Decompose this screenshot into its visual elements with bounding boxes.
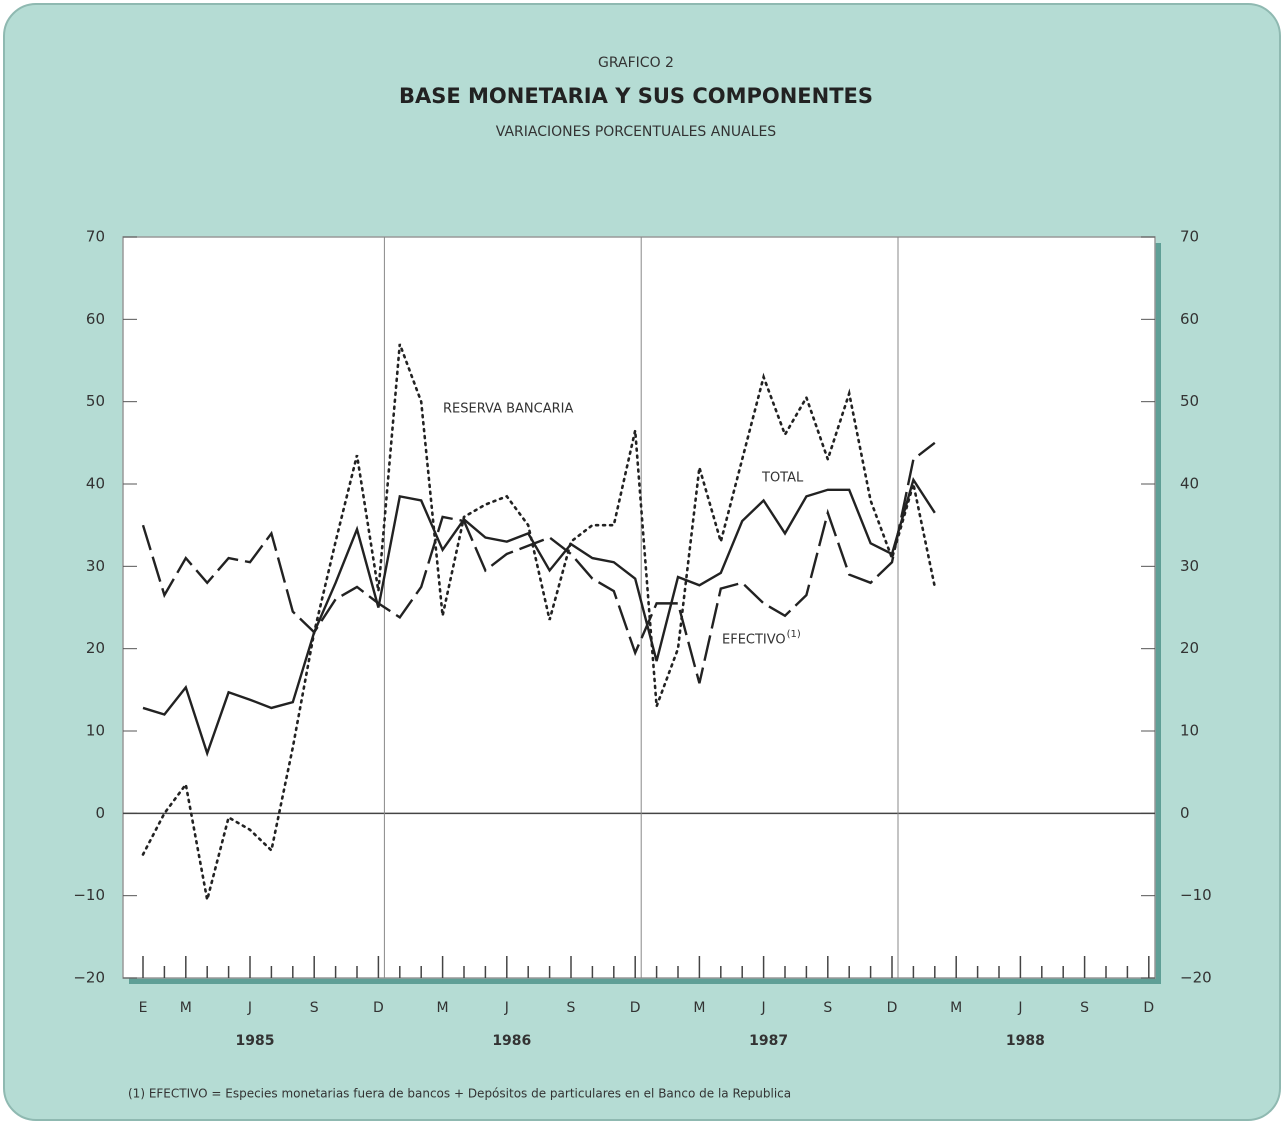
chart-title: BASE MONETARIA Y SUS COMPONENTES xyxy=(399,84,873,108)
x-tick-label: E xyxy=(139,1000,148,1016)
y2-tick-label: 0 xyxy=(1180,804,1190,822)
footnote: (1) EFECTIVO = Especies monetarias fuera… xyxy=(128,1087,791,1101)
series-label: EFECTIVO xyxy=(722,633,786,648)
y-tick-label: 40 xyxy=(86,475,105,493)
x-tick-label: M xyxy=(693,1000,705,1016)
x-tick-label: S xyxy=(823,1000,832,1016)
x-tick-label: J xyxy=(761,1000,766,1016)
x-tick-label: D xyxy=(373,1000,384,1016)
y-tick-label: 30 xyxy=(86,557,105,575)
y2-tick-label: 40 xyxy=(1180,475,1199,493)
year-label: 1987 xyxy=(749,1033,788,1049)
supertitle: GRAFICO 2 xyxy=(598,55,674,71)
x-tick-label: J xyxy=(504,1000,509,1016)
y2-tick-label: 50 xyxy=(1180,392,1199,410)
year-label: 1986 xyxy=(492,1033,531,1049)
series-label: TOTAL xyxy=(761,471,804,486)
series-line xyxy=(141,441,936,684)
y-tick-label: 50 xyxy=(86,392,105,410)
x-tick-label: D xyxy=(887,1000,898,1016)
chart-subtitle: VARIACIONES PORCENTUALES ANUALES xyxy=(496,124,776,140)
y-tick-label: 20 xyxy=(86,639,105,657)
plot-area xyxy=(122,236,1156,979)
y2-tick-label: −10 xyxy=(1180,886,1212,904)
y2-tick-label: 20 xyxy=(1180,639,1199,657)
y2-tick-label: 10 xyxy=(1180,722,1199,740)
y2-tick-label: 60 xyxy=(1180,310,1199,328)
x-tick-label: M xyxy=(180,1000,192,1016)
y2-tick-label: 30 xyxy=(1180,557,1199,575)
x-tick-label: S xyxy=(310,1000,319,1016)
y-tick-label: 60 xyxy=(86,310,105,328)
y2-tick-label: −20 xyxy=(1180,969,1212,987)
y2-tick-label: 70 xyxy=(1180,228,1199,246)
series-line xyxy=(142,477,936,757)
year-label: 1985 xyxy=(236,1033,275,1049)
x-tick-label: S xyxy=(1080,1000,1089,1016)
x-tick-label: D xyxy=(630,1000,641,1016)
x-tick-label: M xyxy=(950,1000,962,1016)
y-tick-label: 0 xyxy=(95,804,105,822)
x-tick-label: D xyxy=(1143,1000,1154,1016)
series-line xyxy=(141,343,937,901)
y-tick-label: −20 xyxy=(73,969,105,987)
x-tick-label: S xyxy=(567,1000,576,1016)
note-marker: (1) xyxy=(787,629,801,640)
y-tick-label: 70 xyxy=(86,228,105,246)
x-tick-label: J xyxy=(1017,1000,1022,1016)
x-tick-label: J xyxy=(247,1000,252,1016)
x-tick-label: M xyxy=(437,1000,449,1016)
year-label: 1988 xyxy=(1006,1033,1045,1049)
y-tick-label: −10 xyxy=(73,886,105,904)
series-label: RESERVA BANCARIA xyxy=(443,402,573,417)
y-tick-label: 10 xyxy=(86,722,105,740)
